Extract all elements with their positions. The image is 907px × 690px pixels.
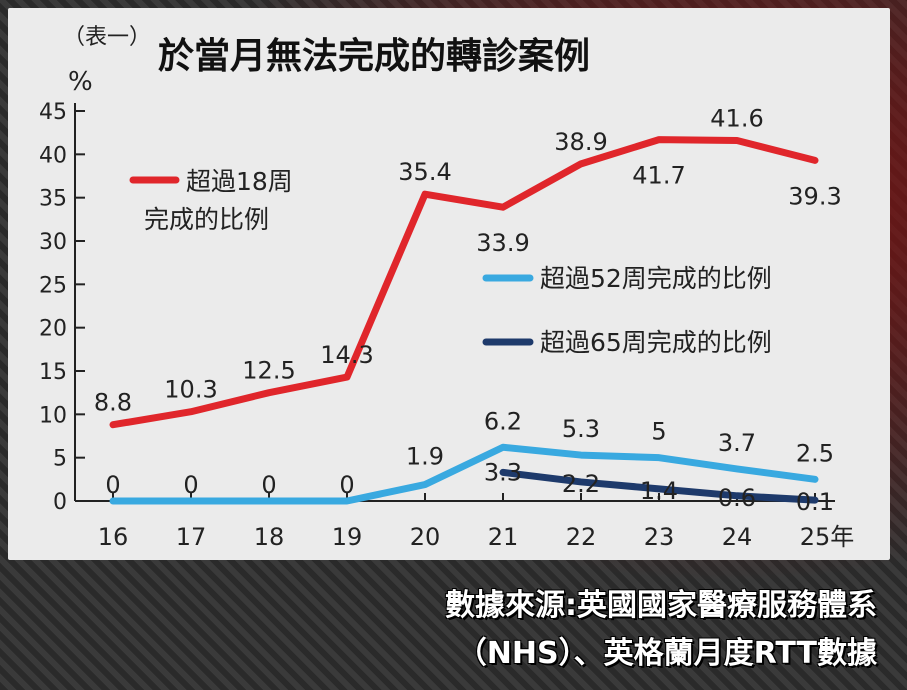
- y-tick-label: 30: [39, 230, 67, 255]
- series-layer: 8.8 10.3 12.5 14.3 35.4 33.9 38.9 41.7 41.6 39.3 0…: [94, 104, 842, 516]
- y-tick-label: 25: [39, 273, 67, 298]
- chart-panel: （表一） 於當月無法完成的轉診案例 % 0 5 10 15 20 25 30 35 40 45 16…: [8, 8, 890, 560]
- x-tick-label: 17: [176, 523, 207, 551]
- y-tick-label: 40: [39, 143, 67, 168]
- data-label: 41.6: [710, 104, 763, 132]
- data-label: 35.4: [398, 158, 451, 186]
- y-tick-label: 45: [39, 100, 67, 125]
- x-tick-label: 23: [644, 523, 675, 551]
- y-tick-label: 35: [39, 187, 67, 212]
- data-label: 0.6: [718, 484, 756, 512]
- data-source-note: 數據來源:英國國家醫療服務體系 （NHS）、英格蘭月度RTT數據: [27, 582, 877, 678]
- data-label: 2.5: [796, 439, 834, 467]
- x-tick-label: 16: [98, 523, 129, 551]
- y-tick-label: 20: [39, 317, 67, 342]
- data-label: 10.3: [164, 376, 217, 404]
- series-line-2: [109, 443, 819, 505]
- data-label: 33.9: [476, 229, 529, 257]
- data-label: 39.3: [788, 182, 841, 210]
- axes: 0 5 10 15 20 25 30 35 40 45 16 17 18 19 20 21 22 23 24 25年: [39, 100, 854, 551]
- data-label: 0.1: [796, 488, 834, 516]
- series-line-1: [109, 136, 819, 429]
- source-line-1: 數據來源:英國國家醫療服務體系: [445, 588, 877, 623]
- data-label: 6.2: [484, 407, 522, 435]
- data-label: 2.2: [562, 470, 600, 498]
- data-label: 0: [339, 471, 354, 499]
- x-tick-label: 20: [410, 523, 441, 551]
- data-label: 0: [183, 471, 198, 499]
- line-chart: （表一） 於當月無法完成的轉診案例 % 0 5 10 15 20 25 30 35 40 45 16…: [39, 25, 854, 551]
- data-label: 1.4: [640, 477, 678, 505]
- data-label: 5.3: [562, 415, 600, 443]
- legend-label-1: 完成的比例: [144, 205, 269, 234]
- data-label: 1.9: [406, 443, 444, 471]
- data-label: 0: [105, 471, 120, 499]
- legend-label-2: 超過52周完成的比例: [540, 264, 772, 293]
- y-tick-label: 15: [39, 360, 67, 385]
- x-tick-label: 21: [488, 523, 519, 551]
- data-label: 14.3: [320, 341, 373, 369]
- y-tick-label: 0: [53, 490, 67, 515]
- data-label: 41.7: [632, 162, 685, 190]
- x-tick-label: 22: [566, 523, 597, 551]
- legend-label-1: 超過18周: [186, 167, 293, 196]
- x-tick-label: 19: [332, 523, 363, 551]
- x-tick-label: 18: [254, 523, 285, 551]
- source-line-2: （NHS）、英格蘭月度RTT數據: [456, 636, 877, 671]
- chart-title: 於當月無法完成的轉診案例: [158, 36, 590, 77]
- table-tag: （表一）: [63, 25, 151, 50]
- y-axis-unit: %: [68, 67, 93, 97]
- legend-label-3: 超過65周完成的比例: [540, 328, 772, 357]
- data-label: 5: [651, 418, 666, 446]
- data-label: 3.3: [484, 458, 522, 486]
- data-label: 12.5: [242, 357, 295, 385]
- data-label: 38.9: [554, 128, 607, 156]
- x-tick-label: 24: [722, 523, 753, 551]
- y-tick-label: 10: [39, 403, 67, 428]
- x-tick-label: 25年: [800, 523, 855, 551]
- data-label: 0: [261, 471, 276, 499]
- y-tick-label: 5: [53, 447, 67, 472]
- data-label: 8.8: [94, 389, 132, 417]
- data-label: 3.7: [718, 429, 756, 457]
